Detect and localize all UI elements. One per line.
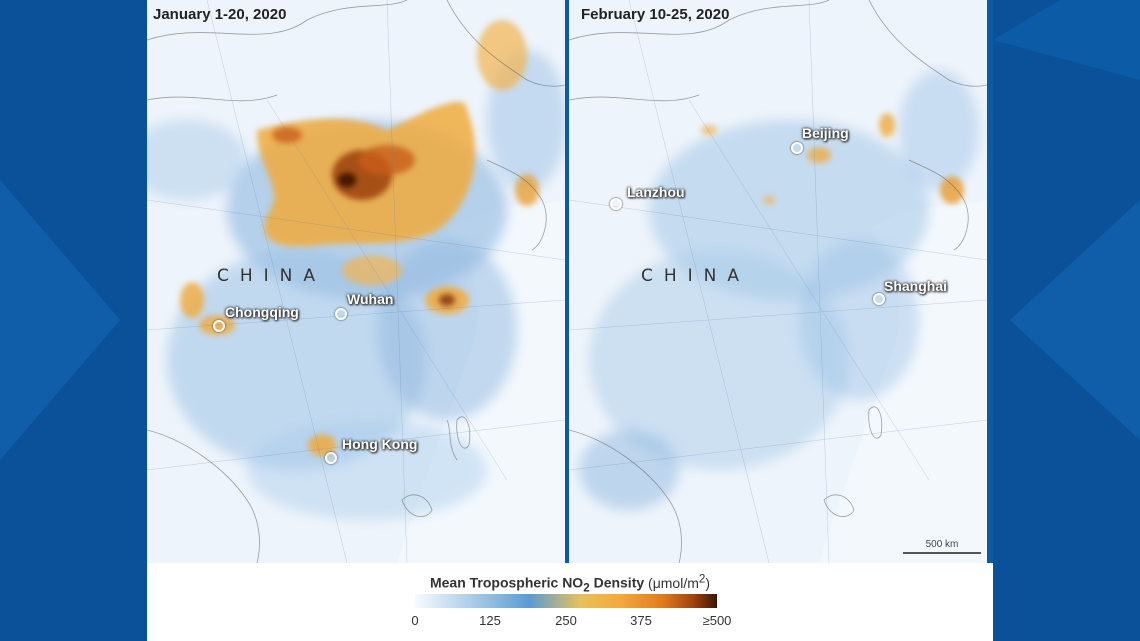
city-marker-chongqing bbox=[213, 320, 225, 332]
scale-bar-label: 500 km bbox=[925, 539, 959, 550]
country-label: CHINA bbox=[217, 266, 327, 286]
legend-tick: 250 bbox=[555, 613, 577, 628]
legend-tick: 375 bbox=[630, 613, 652, 628]
city-label-wuhan: Wuhan bbox=[347, 291, 394, 307]
legend-tick: 0 bbox=[411, 613, 419, 628]
city-marker-wuhan bbox=[335, 308, 347, 320]
map-panel-january: January 1-20, 2020 CHINA Chongqing Wuhan… bbox=[147, 0, 565, 563]
city-marker-shanghai bbox=[873, 293, 885, 305]
country-label: CHINA bbox=[641, 266, 751, 286]
scale-bar: 500 km bbox=[903, 539, 981, 554]
legend: Mean Tropospheric NO2 Density (μmol/m2) … bbox=[147, 563, 993, 641]
no2-map-january bbox=[147, 0, 565, 563]
city-label-beijing: Beijing bbox=[802, 125, 849, 141]
map-panel-february: February 10-25, 2020 CHINA Beijing Lanzh… bbox=[569, 0, 987, 563]
legend-tick: ≥500 bbox=[702, 613, 732, 628]
city-marker-hong-kong bbox=[325, 452, 337, 464]
no2-map-february bbox=[569, 0, 987, 563]
city-marker-beijing bbox=[791, 142, 803, 154]
city-marker-lanzhou bbox=[610, 198, 622, 210]
date-label: January 1-20, 2020 bbox=[153, 6, 287, 23]
legend-title: Mean Tropospheric NO2 Density (μmol/m2) bbox=[429, 572, 711, 595]
city-label-shanghai: Shanghai bbox=[884, 278, 948, 294]
scale-bar-line bbox=[903, 552, 981, 554]
date-label: February 10-25, 2020 bbox=[581, 6, 730, 23]
legend-tick: 125 bbox=[479, 613, 501, 628]
city-label-lanzhou: Lanzhou bbox=[627, 184, 685, 200]
city-label-chongqing: Chongqing bbox=[225, 304, 299, 320]
city-label-hong-kong: Hong Kong bbox=[342, 436, 418, 452]
legend-color-scale bbox=[415, 594, 717, 608]
